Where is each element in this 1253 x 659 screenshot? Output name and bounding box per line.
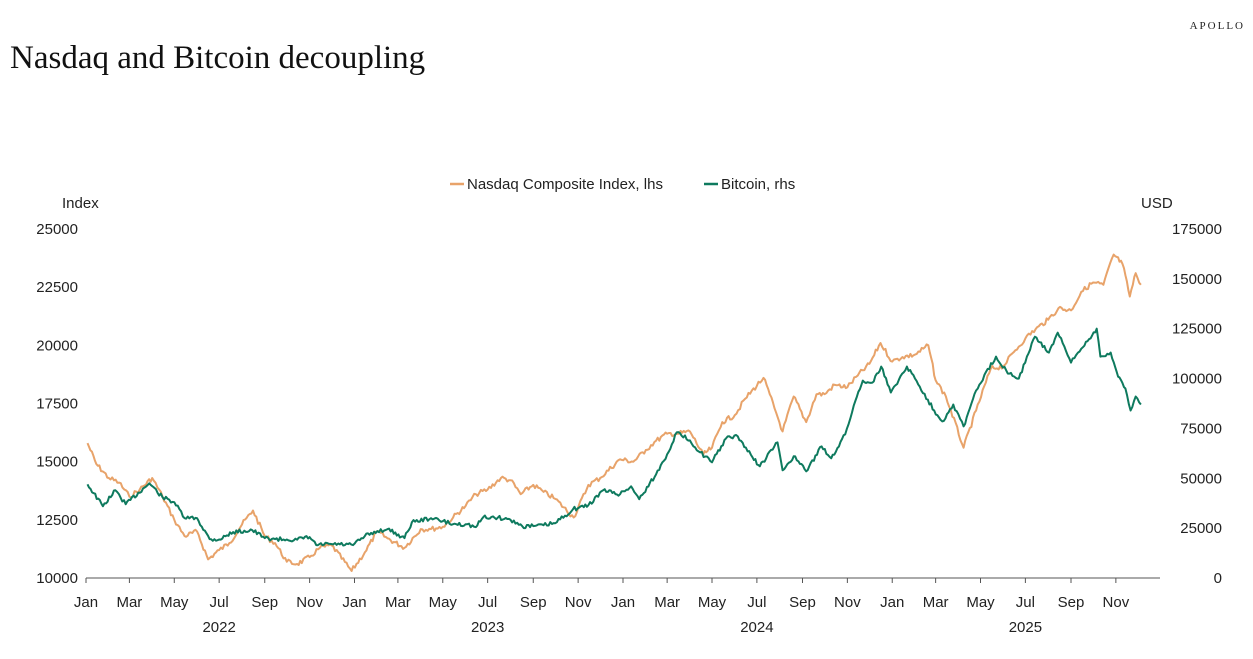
left-tick-label: 25000 [36, 221, 78, 238]
x-month-label: Nov [296, 594, 323, 611]
x-year-label: 2024 [740, 619, 773, 636]
x-month-label: May [966, 594, 995, 611]
left-tick-label: 22500 [36, 279, 78, 296]
x-month-label: Sep [520, 594, 547, 611]
chart-legend: Nasdaq Composite Index, lhs Bitcoin, rhs [450, 176, 795, 193]
left-tick-label: 17500 [36, 396, 78, 413]
x-month-label: Jul [747, 594, 766, 611]
x-month-label: Jan [74, 594, 98, 611]
x-month-label: Jul [1016, 594, 1035, 611]
x-month-label: Jul [478, 594, 497, 611]
right-tick-label: 75000 [1180, 420, 1222, 437]
right-axis-ticks: 0 25000 50000 75000 100000 125000 150000 175000 [1172, 221, 1222, 587]
right-tick-label: 125000 [1172, 321, 1222, 338]
x-month-label: Jan [611, 594, 635, 611]
right-tick-label: 175000 [1172, 221, 1222, 238]
x-month-label: Sep [1058, 594, 1085, 611]
x-month-label: Jan [880, 594, 904, 611]
right-axis-label: USD [1141, 195, 1173, 212]
series-line-nasdaq [86, 253, 1142, 572]
brand-logo-text: APOLLO [1189, 20, 1245, 32]
legend-entry-label: Nasdaq Composite Index, lhs [467, 176, 663, 193]
left-tick-label: 12500 [36, 512, 78, 529]
series-line-bitcoin [86, 327, 1142, 547]
x-month-label: Nov [565, 594, 592, 611]
x-year-label: 2023 [471, 619, 504, 636]
right-tick-label: 150000 [1172, 271, 1222, 288]
x-month-label: Mar [385, 594, 411, 611]
right-tick-label: 100000 [1172, 371, 1222, 388]
x-month-label: May [429, 594, 458, 611]
left-tick-label: 10000 [36, 570, 78, 587]
legend-entry-label: Bitcoin, rhs [721, 176, 795, 193]
left-tick-label: 15000 [36, 454, 78, 471]
x-month-label: Mar [654, 594, 680, 611]
series-layer [86, 253, 1142, 572]
right-tick-label: 50000 [1180, 470, 1222, 487]
left-axis-ticks: 10000 12500 15000 17500 20000 22500 25000 [36, 221, 78, 587]
x-month-label: May [698, 594, 727, 611]
x-month-label: Sep [251, 594, 278, 611]
x-year-label: 2022 [202, 619, 235, 636]
x-year-label: 2025 [1009, 619, 1042, 636]
left-axis-label: Index [62, 195, 99, 212]
x-month-label: Jan [342, 594, 366, 611]
right-tick-label: 0 [1214, 570, 1222, 587]
left-tick-label: 20000 [36, 337, 78, 354]
x-month-label: Nov [834, 594, 861, 611]
x-month-label: Sep [789, 594, 816, 611]
x-month-label: May [160, 594, 189, 611]
x-month-label: Nov [1103, 594, 1130, 611]
page-title: Nasdaq and Bitcoin decoupling [10, 40, 426, 76]
x-month-label: Mar [116, 594, 142, 611]
right-tick-label: 25000 [1180, 520, 1222, 537]
x-axis-ticks: Jan Mar May Jul Sep Nov Jan Mar May Jul Sep Nov Jan M… [74, 578, 1130, 636]
x-month-label: Mar [923, 594, 949, 611]
x-month-label: Jul [210, 594, 229, 611]
